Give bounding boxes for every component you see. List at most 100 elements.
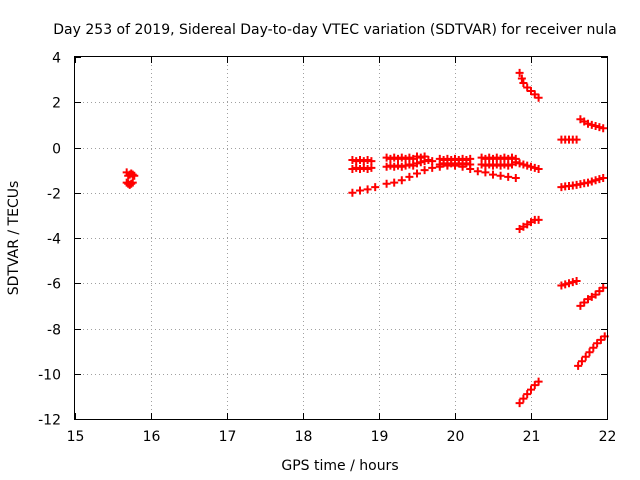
data-point [527, 385, 535, 394]
data-point [519, 394, 528, 403]
series-arc-20.5b [477, 160, 516, 170]
data-point [363, 164, 372, 173]
series-arc-20.5a [477, 153, 520, 163]
data-point [397, 162, 406, 171]
y-tick-label: 0 [52, 142, 61, 158]
data-point [382, 179, 391, 188]
y-tick-label: -2 [47, 187, 61, 203]
data-point [371, 183, 380, 192]
data-point [466, 160, 475, 169]
grid [75, 57, 607, 419]
data-point [401, 154, 410, 163]
axis-ticks [75, 57, 608, 420]
data-point [386, 154, 395, 163]
data-point [489, 170, 497, 179]
x-tick-label: 22 [599, 429, 617, 445]
plot-frame [74, 56, 608, 420]
data-point [496, 171, 505, 180]
data-point [496, 154, 505, 163]
data-point [359, 163, 368, 172]
series-arc-21.8-seven [576, 283, 608, 310]
x-tick-labels: 15 16 17 18 19 20 21 22 [67, 429, 617, 445]
data-point [348, 188, 357, 197]
series-arc-21.5-six [557, 276, 581, 290]
data-point [589, 343, 598, 352]
data-point [587, 177, 596, 186]
data-point [462, 159, 471, 168]
series-arc-19.1c [382, 161, 520, 188]
data-point [428, 163, 437, 172]
data-points [122, 68, 609, 408]
data-point [591, 176, 600, 185]
data-point [492, 160, 501, 169]
series-arc-15.7a [122, 168, 139, 180]
series-arc-20.9-low [515, 377, 543, 408]
data-point [359, 157, 368, 166]
series-arc-15.7b [122, 178, 137, 189]
data-point [515, 68, 524, 77]
data-point [130, 171, 139, 180]
data-point [595, 175, 604, 184]
data-point [534, 377, 543, 386]
data-point [356, 155, 364, 164]
data-point [477, 153, 486, 162]
data-point [485, 160, 494, 169]
data-point [534, 93, 543, 102]
data-point [451, 160, 459, 169]
data-point [489, 161, 497, 170]
data-point [348, 164, 357, 173]
data-point [481, 161, 490, 170]
data-point [577, 357, 586, 366]
data-point [515, 159, 524, 168]
data-point [511, 174, 520, 183]
data-point [530, 163, 539, 172]
series-arc-19.9b [435, 159, 475, 169]
data-point [584, 119, 592, 128]
y-tick-label: -6 [47, 277, 61, 293]
data-point [534, 215, 543, 224]
x-tick-label: 21 [523, 429, 541, 445]
data-point [500, 160, 509, 169]
x-tick-label: 16 [143, 429, 161, 445]
data-point [413, 152, 421, 161]
data-point [405, 153, 414, 162]
data-point [523, 390, 532, 399]
data-point [428, 157, 437, 166]
data-point [565, 279, 573, 288]
data-point [363, 185, 372, 194]
data-point [367, 163, 376, 172]
data-point [363, 155, 372, 164]
data-point [443, 160, 452, 169]
data-point [473, 167, 482, 176]
data-point [435, 160, 444, 169]
data-point [557, 281, 566, 290]
data-point [128, 170, 137, 179]
data-point [356, 186, 364, 195]
data-point [352, 157, 361, 166]
data-point [458, 160, 467, 169]
data-point [382, 153, 391, 162]
data-point [420, 157, 429, 166]
data-point [390, 162, 399, 171]
x-axis-label: GPS time / hours [281, 458, 398, 474]
data-point [519, 79, 528, 88]
data-point [504, 161, 513, 170]
y-tick-label: -4 [47, 232, 61, 248]
data-point [481, 168, 490, 177]
data-point [394, 154, 402, 163]
data-point [386, 161, 395, 170]
data-point [599, 124, 608, 133]
data-point [485, 153, 494, 162]
data-point [492, 153, 501, 162]
series-arc-18.7a [348, 155, 376, 166]
data-point [599, 174, 608, 183]
data-point [568, 278, 577, 287]
data-point [572, 135, 581, 144]
data-point [397, 153, 406, 162]
data-point [416, 158, 425, 167]
series-arc-18.7c [348, 183, 380, 197]
y-tick-label: 4 [52, 51, 61, 67]
data-point [447, 159, 456, 168]
data-point [584, 178, 592, 187]
